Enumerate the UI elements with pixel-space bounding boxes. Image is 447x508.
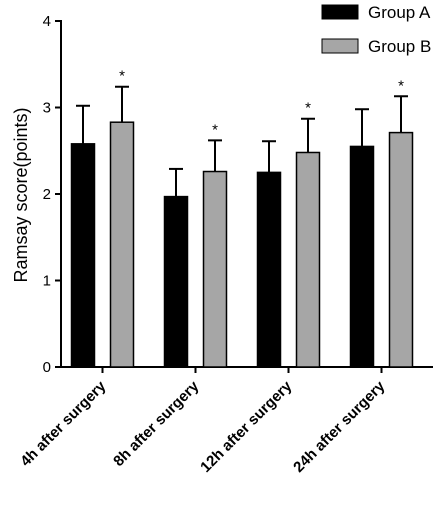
bar-group-a — [163, 195, 189, 368]
significance-star: * — [119, 68, 125, 85]
y-tick-label: 2 — [43, 186, 51, 203]
x-tick-label: 24h after surgery — [290, 377, 389, 476]
bar-group-a — [70, 143, 96, 368]
bar-group-b — [202, 170, 228, 368]
x-tick-label: 8h after surgery — [110, 377, 203, 470]
legend: Group A Group B — [321, 3, 431, 56]
legend-swatch-group-b — [321, 38, 359, 54]
bar-group-a — [256, 171, 282, 368]
x-tick-label: 4h after surgery — [17, 377, 110, 470]
plot-area: 0 1 2 3 4 * 4h after surgery * 8h after surgery *… — [17, 13, 433, 476]
legend-label-group-a: Group A — [368, 3, 431, 22]
bar-group-b — [388, 131, 414, 368]
significance-star: * — [398, 77, 404, 94]
bar-group-b — [295, 151, 321, 368]
significance-star: * — [212, 121, 218, 138]
legend-swatch-group-a — [321, 4, 359, 20]
significance-star: * — [305, 100, 311, 117]
y-tick-label: 0 — [43, 359, 51, 376]
bar-group-b — [109, 121, 135, 368]
legend-label-group-b: Group B — [368, 37, 431, 56]
bar-group-a — [349, 145, 375, 368]
y-tick-label: 1 — [43, 273, 51, 290]
y-axis-label: Ramsay score(points) — [11, 107, 31, 282]
x-tick-label: 12h after surgery — [197, 377, 296, 476]
y-tick-label: 4 — [43, 13, 51, 30]
y-tick-label: 3 — [43, 100, 51, 117]
